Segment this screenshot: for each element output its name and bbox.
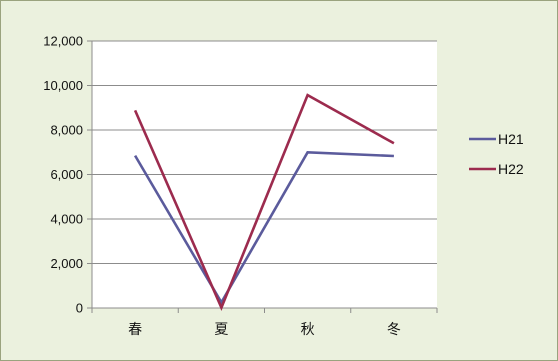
legend-label: H21 — [498, 131, 524, 147]
x-axis-category-labels: 春夏秋冬 — [128, 322, 401, 338]
x-category-label: 春 — [128, 322, 142, 338]
axes — [87, 40, 438, 313]
y-tick-label: 8,000 — [50, 123, 83, 138]
series-line-h21 — [133, 150, 394, 305]
y-tick-label: 4,000 — [50, 212, 83, 227]
x-category-label: 秋 — [301, 322, 315, 338]
x-category-label: 夏 — [214, 322, 228, 338]
y-tick-label: 6,000 — [50, 167, 83, 182]
series-lines — [133, 93, 395, 311]
legend-label: H22 — [498, 161, 524, 177]
x-category-label: 冬 — [387, 322, 401, 338]
series-line-h22 — [133, 93, 395, 311]
legend: H21 H22 — [469, 131, 524, 177]
gridlines — [92, 40, 437, 264]
y-tick-label: 0 — [76, 301, 83, 316]
y-axis-tick-labels: 0 2,000 4,000 6,000 8,000 10,000 12,000 — [43, 34, 83, 316]
y-tick-label: 12,000 — [43, 34, 83, 49]
legend-item: H21 — [469, 131, 524, 147]
y-tick-label: 2,000 — [50, 256, 83, 271]
legend-item: H22 — [469, 161, 524, 177]
y-tick-label: 10,000 — [43, 78, 83, 93]
